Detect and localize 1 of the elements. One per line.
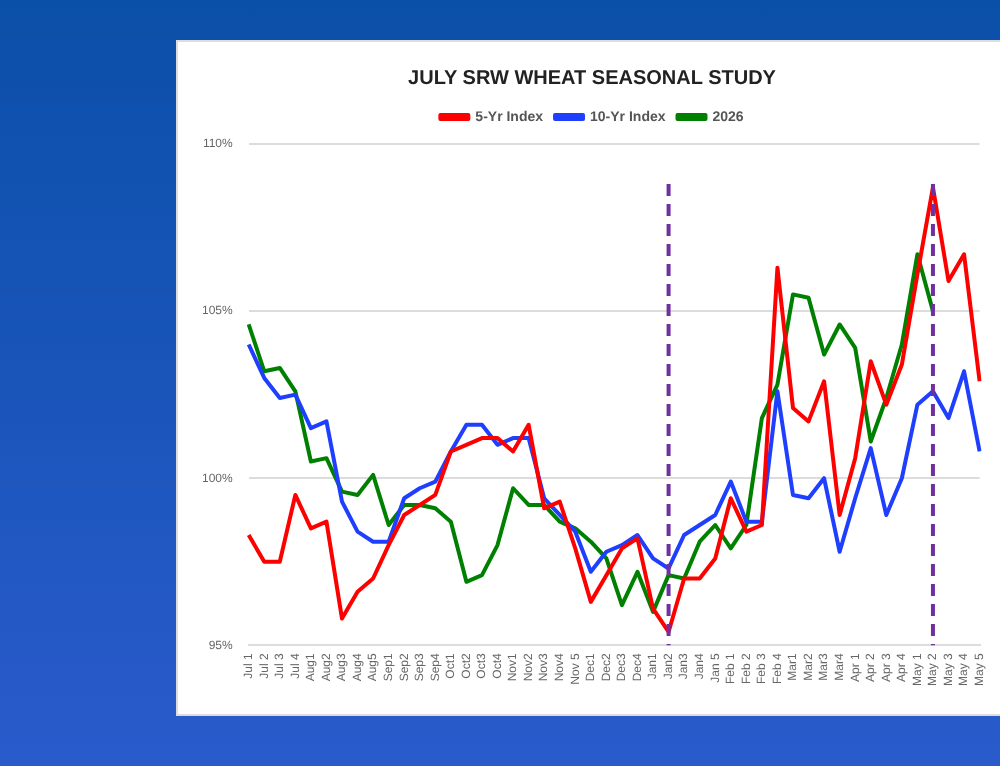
chart-title: JULY SRW WHEAT SEASONAL STUDY [408,67,777,90]
